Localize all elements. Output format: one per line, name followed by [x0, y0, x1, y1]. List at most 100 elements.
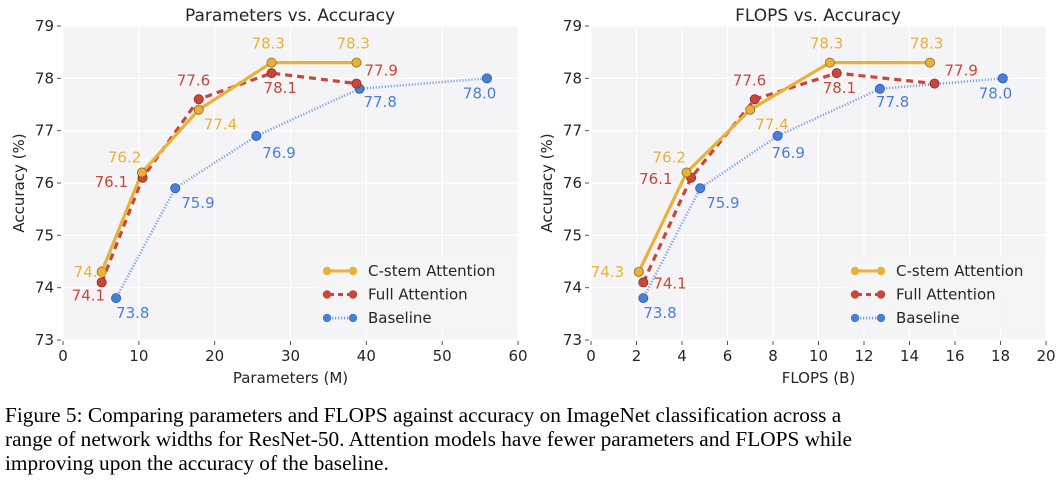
legend-baseline-label: Baseline: [368, 309, 432, 327]
y-tick-label: 75: [35, 226, 54, 244]
baseline-data-label: 78.0: [979, 84, 1012, 102]
chart-title: FLOPS vs. Accuracy: [735, 6, 901, 26]
y-tick-label: 78: [35, 69, 54, 87]
y-tick-label: 79: [35, 17, 54, 35]
baseline-data-label: 78.0: [463, 84, 496, 102]
cstem-attention-data-label: 78.3: [336, 35, 369, 53]
y-tick-label: 76: [35, 174, 54, 192]
legend-cstem-marker: [876, 266, 886, 276]
legend-cstem-marker: [322, 266, 332, 276]
x-tick-label: 10: [809, 347, 828, 365]
full-attention-data-label: 74.1: [653, 274, 686, 292]
cstem-attention-point: [136, 167, 147, 178]
cstem-attention-data-label: 74.3: [591, 263, 624, 281]
full-attention-data-label: 77.6: [177, 71, 210, 89]
x-tick-label: 50: [433, 347, 452, 365]
cstem-attention-point: [824, 57, 835, 68]
y-tick-label: 76: [563, 174, 582, 192]
cstem-attention-point: [193, 104, 204, 115]
x-tick-label: 4: [677, 347, 687, 365]
cstem-attention-data-label: 77.4: [204, 116, 237, 134]
x-tick-label: 14: [900, 347, 919, 365]
baseline-point: [997, 73, 1008, 84]
cstem-attention-point: [745, 104, 756, 115]
cstem-attention-data-label: 77.4: [755, 116, 788, 134]
baseline-data-label: 77.8: [364, 93, 397, 111]
legend-full-marker: [850, 290, 860, 299]
full-attention-data-label: 78.1: [264, 79, 297, 97]
legend-baseline-marker: [876, 313, 886, 323]
y-tick-label: 77: [563, 122, 582, 140]
full-attention-point: [96, 277, 107, 288]
y-tick-label: 79: [563, 17, 582, 35]
legend-baseline-marker: [850, 313, 860, 323]
baseline-point: [170, 183, 181, 194]
full-attention-point: [351, 78, 362, 89]
x-tick-label: 40: [357, 347, 376, 365]
full-attention-data-label: 76.1: [639, 170, 672, 188]
cstem-attention-data-label: 78.3: [252, 35, 285, 53]
y-tick-label: 73: [563, 331, 582, 349]
x-tick-label: 2: [632, 347, 642, 365]
x-tick-label: 16: [945, 347, 964, 365]
legend-cstem-label: C-stem Attention: [368, 262, 495, 280]
figure-caption: Figure 5: Comparing parameters and FLOPS…: [5, 403, 1064, 475]
full-attention-data-label: 78.1: [823, 79, 856, 97]
x-tick-label: 60: [508, 347, 527, 365]
baseline-point: [251, 130, 262, 141]
cstem-attention-data-label: 76.2: [108, 149, 141, 167]
y-tick-label: 74: [35, 279, 54, 297]
cstem-attention-point: [96, 266, 107, 277]
caption-line: Figure 5: Comparing parameters and FLOPS…: [5, 403, 842, 427]
cstem-attention-point: [633, 266, 644, 277]
legend-cstem-label: C-stem Attention: [896, 262, 1023, 280]
baseline-point: [695, 183, 706, 194]
full-attention-point: [749, 94, 760, 105]
flops-vs-accuracy-chart: 0 2 4 6 8 10 12 14 16 18 20 73 74 75 76 77 78 79 FLOPS vs.…: [538, 6, 1056, 387]
baseline-point: [638, 293, 649, 304]
full-attention-point: [193, 94, 204, 105]
x-axis-label: Parameters (M): [233, 369, 348, 387]
y-tick-label: 73: [35, 331, 54, 349]
full-attention-data-label: 77.9: [364, 62, 397, 80]
x-tick-label: 10: [129, 347, 148, 365]
baseline-data-label: 77.8: [876, 93, 909, 111]
params-vs-accuracy-chart: 0 10 20 30 40 50 60 73 74 75 76 77 78 79 Parameters vs…: [10, 6, 528, 387]
caption-line: improving upon the accuracy of the basel…: [5, 451, 389, 475]
cstem-attention-data-label: 78.3: [910, 35, 943, 53]
x-tick-label: 20: [1036, 347, 1055, 365]
legend-baseline-label: Baseline: [896, 309, 960, 327]
x-tick-label: 18: [991, 347, 1010, 365]
x-tick-label: 12: [854, 347, 873, 365]
cstem-attention-data-label: 78.3: [810, 35, 843, 53]
x-tick-label: 0: [58, 347, 68, 365]
full-attention-data-label: 77.6: [733, 71, 766, 89]
y-axis-label: Accuracy (%): [538, 133, 556, 232]
legend-full-label: Full Attention: [896, 286, 996, 304]
baseline-point: [481, 73, 492, 84]
cstem-attention-data-label: 76.2: [653, 149, 686, 167]
full-attention-point: [831, 68, 842, 79]
cstem-attention-point: [351, 57, 362, 68]
cstem-attention-point: [681, 167, 692, 178]
baseline-point: [874, 83, 885, 94]
y-tick-label: 74: [563, 279, 582, 297]
y-tick-label: 78: [563, 69, 582, 87]
y-axis-label: Accuracy (%): [10, 133, 28, 232]
chart-title: Parameters vs. Accuracy: [185, 6, 395, 26]
baseline-data-label: 75.9: [706, 194, 739, 212]
legend-full-label: Full Attention: [368, 286, 468, 304]
legend-baseline-marker: [322, 313, 332, 323]
full-attention-point: [638, 277, 649, 288]
baseline-point: [111, 293, 122, 304]
legend-cstem-marker: [348, 266, 358, 276]
x-tick-label: 30: [281, 347, 300, 365]
full-attention-point: [266, 68, 277, 79]
y-tick-label: 77: [35, 122, 54, 140]
legend-full-marker: [322, 290, 332, 299]
cstem-attention-data-label: 74.3: [74, 263, 107, 281]
baseline-point: [772, 130, 783, 141]
full-attention-data-label: 74.1: [72, 286, 105, 304]
cstem-attention-point: [924, 57, 935, 68]
figure: 0 10 20 30 40 50 60 73 74 75 76 77 78 79 Parameters vs…: [10, 6, 1056, 387]
